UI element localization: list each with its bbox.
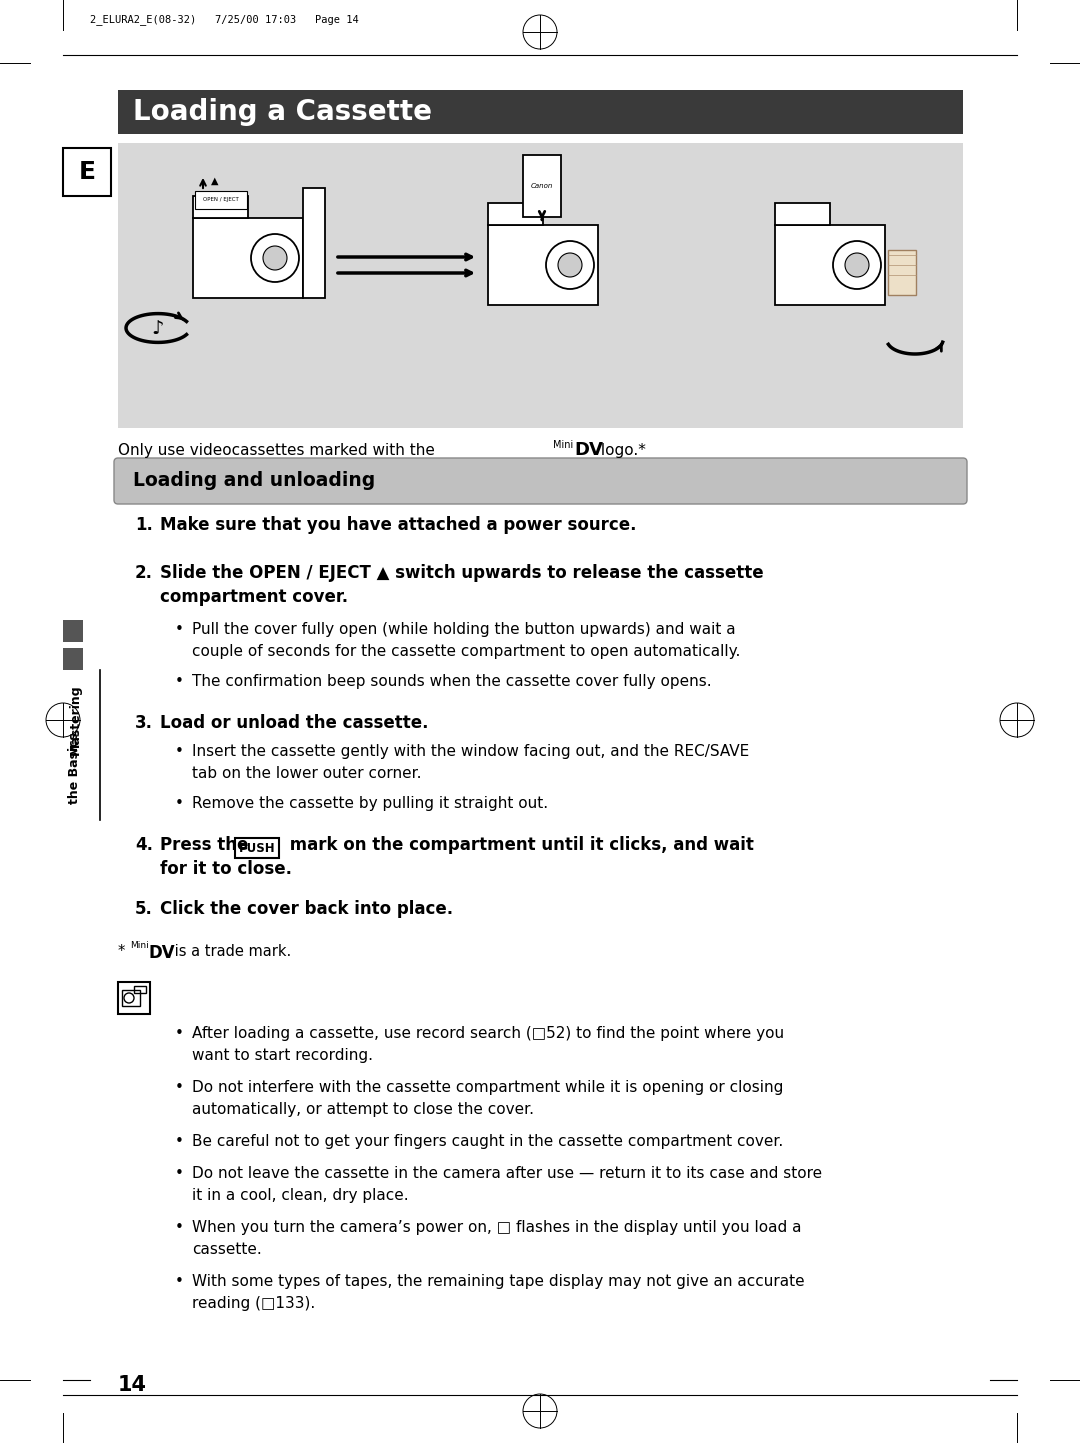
Text: Do not interfere with the cassette compartment while it is opening or closing: Do not interfere with the cassette compa… bbox=[192, 1079, 783, 1095]
Text: Only use videocassettes marked with the: Only use videocassettes marked with the bbox=[118, 443, 440, 457]
Text: tab on the lower outer corner.: tab on the lower outer corner. bbox=[192, 766, 421, 781]
Text: logo.*: logo.* bbox=[596, 443, 646, 457]
Text: 14: 14 bbox=[118, 1375, 147, 1395]
Text: •: • bbox=[175, 745, 184, 759]
Text: 4.: 4. bbox=[135, 835, 153, 854]
Text: Remove the cassette by pulling it straight out.: Remove the cassette by pulling it straig… bbox=[192, 797, 549, 811]
Text: 5.: 5. bbox=[135, 900, 153, 918]
Bar bbox=[775, 225, 885, 304]
Bar bbox=[775, 203, 831, 225]
Text: The confirmation beep sounds when the cassette cover fully opens.: The confirmation beep sounds when the ca… bbox=[192, 674, 712, 688]
Text: •: • bbox=[175, 1026, 184, 1040]
Bar bbox=[63, 620, 83, 642]
Text: Pull the cover fully open (while holding the button upwards) and wait a: Pull the cover fully open (while holding… bbox=[192, 622, 735, 636]
Text: compartment cover.: compartment cover. bbox=[160, 587, 348, 606]
Text: couple of seconds for the cassette compartment to open automatically.: couple of seconds for the cassette compa… bbox=[192, 644, 741, 659]
Circle shape bbox=[264, 245, 287, 270]
Text: reading (□133).: reading (□133). bbox=[192, 1296, 315, 1312]
Text: *: * bbox=[118, 944, 130, 960]
Bar bbox=[193, 218, 303, 299]
Text: automatically, or attempt to close the cover.: automatically, or attempt to close the c… bbox=[192, 1102, 534, 1117]
Text: DV: DV bbox=[573, 442, 603, 459]
Text: •: • bbox=[175, 674, 184, 688]
Text: When you turn the camera’s power on, □ flashes in the display until you load a: When you turn the camera’s power on, □ f… bbox=[192, 1219, 801, 1235]
Text: Mini: Mini bbox=[130, 941, 149, 949]
Bar bbox=[118, 89, 963, 134]
Text: for it to close.: for it to close. bbox=[160, 860, 292, 877]
Bar bbox=[303, 188, 325, 299]
Text: Canon: Canon bbox=[530, 183, 553, 189]
Circle shape bbox=[558, 253, 582, 277]
Text: Mini: Mini bbox=[553, 440, 573, 450]
Text: Mastering: Mastering bbox=[68, 684, 81, 755]
Bar bbox=[193, 196, 248, 218]
Bar bbox=[488, 225, 598, 304]
Text: After loading a cassette, use record search (□52) to find the point where you: After loading a cassette, use record sea… bbox=[192, 1026, 784, 1040]
Circle shape bbox=[833, 241, 881, 289]
Text: ▲: ▲ bbox=[212, 176, 219, 186]
Text: •: • bbox=[175, 797, 184, 811]
Bar bbox=[488, 203, 543, 225]
Text: •: • bbox=[175, 1079, 184, 1095]
Bar bbox=[63, 149, 111, 196]
Text: Click the cover back into place.: Click the cover back into place. bbox=[160, 900, 454, 918]
FancyBboxPatch shape bbox=[114, 457, 967, 504]
Bar bbox=[523, 154, 561, 216]
Text: •: • bbox=[175, 1134, 184, 1149]
Text: PUSH: PUSH bbox=[239, 841, 275, 854]
Text: ♪: ♪ bbox=[152, 319, 164, 338]
Text: Load or unload the cassette.: Load or unload the cassette. bbox=[160, 714, 429, 732]
Bar bbox=[134, 986, 146, 993]
Text: Loading a Cassette: Loading a Cassette bbox=[133, 98, 432, 126]
Text: Slide the OPEN / EJECT ▲ switch upwards to release the cassette: Slide the OPEN / EJECT ▲ switch upwards … bbox=[160, 564, 764, 582]
Text: •: • bbox=[175, 1219, 184, 1235]
Text: the Basics: the Basics bbox=[68, 732, 81, 804]
Text: it in a cool, clean, dry place.: it in a cool, clean, dry place. bbox=[192, 1188, 408, 1203]
Text: 3.: 3. bbox=[135, 714, 153, 732]
Text: •: • bbox=[175, 1166, 184, 1180]
Text: cassette.: cassette. bbox=[192, 1242, 261, 1257]
Bar bbox=[118, 983, 150, 1014]
Bar bbox=[195, 190, 247, 209]
Text: Insert the cassette gently with the window facing out, and the REC/SAVE: Insert the cassette gently with the wind… bbox=[192, 745, 750, 759]
Text: Do not leave the cassette in the camera after use — return it to its case and st: Do not leave the cassette in the camera … bbox=[192, 1166, 822, 1180]
Text: want to start recording.: want to start recording. bbox=[192, 1048, 373, 1063]
Text: is a trade mark.: is a trade mark. bbox=[170, 944, 292, 960]
Bar bbox=[63, 648, 83, 670]
Bar bbox=[122, 990, 140, 1006]
Circle shape bbox=[546, 241, 594, 289]
Bar bbox=[118, 143, 963, 429]
Text: Loading and unloading: Loading and unloading bbox=[133, 472, 375, 491]
Circle shape bbox=[845, 253, 869, 277]
Text: mark on the compartment until it clicks, and wait: mark on the compartment until it clicks,… bbox=[284, 835, 754, 854]
Text: •: • bbox=[175, 622, 184, 636]
Bar bbox=[888, 250, 916, 294]
Text: •: • bbox=[175, 1274, 184, 1289]
Text: 2.: 2. bbox=[135, 564, 153, 582]
Bar bbox=[235, 838, 279, 859]
Text: Press the: Press the bbox=[160, 835, 254, 854]
Circle shape bbox=[251, 234, 299, 281]
Text: 2_ELURA2_E(08-32)   7/25/00 17:03   Page 14: 2_ELURA2_E(08-32) 7/25/00 17:03 Page 14 bbox=[90, 14, 359, 26]
Text: 1.: 1. bbox=[135, 517, 153, 534]
Text: Make sure that you have attached a power source.: Make sure that you have attached a power… bbox=[160, 517, 636, 534]
Text: E: E bbox=[79, 160, 95, 185]
Text: DV: DV bbox=[148, 944, 175, 962]
Text: With some types of tapes, the remaining tape display may not give an accurate: With some types of tapes, the remaining … bbox=[192, 1274, 805, 1289]
Text: OPEN / EJECT: OPEN / EJECT bbox=[203, 198, 239, 202]
Text: Be careful not to get your fingers caught in the cassette compartment cover.: Be careful not to get your fingers caugh… bbox=[192, 1134, 783, 1149]
